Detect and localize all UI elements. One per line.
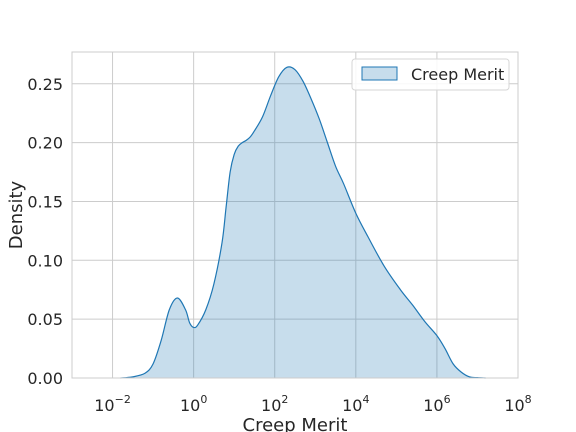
x-tick-label: 108: [504, 393, 531, 415]
y-tick-label: 0.00: [27, 369, 63, 388]
x-tick-label: 100: [180, 393, 207, 415]
plot-frame: [71, 51, 519, 379]
y-tick-label: 0.20: [27, 134, 63, 153]
x-tick-label: 104: [342, 393, 369, 415]
legend: Creep Merit: [351, 58, 510, 91]
y-tick-label: 0.10: [27, 251, 63, 270]
y-tick-label: 0.25: [27, 75, 63, 94]
tick-layer: 10−2 100 102 104 106 108 0.00 0.05 0.10 0.15 0.20 0…: [27, 75, 531, 415]
x-tick-label: 106: [423, 393, 450, 415]
legend-swatch: [361, 66, 398, 81]
density-area: [120, 66, 486, 379]
x-axis-label: Creep Merit: [243, 415, 348, 432]
y-axis-label: Density: [6, 180, 27, 249]
x-tick-label: 102: [261, 393, 288, 415]
legend-label: Creep Merit: [411, 65, 504, 84]
y-tick-label: 0.15: [27, 192, 63, 211]
x-tick-label: 10−2: [94, 393, 131, 415]
data-layer: [120, 66, 486, 379]
density-line: [120, 66, 486, 379]
y-tick-label: 0.05: [27, 310, 63, 329]
